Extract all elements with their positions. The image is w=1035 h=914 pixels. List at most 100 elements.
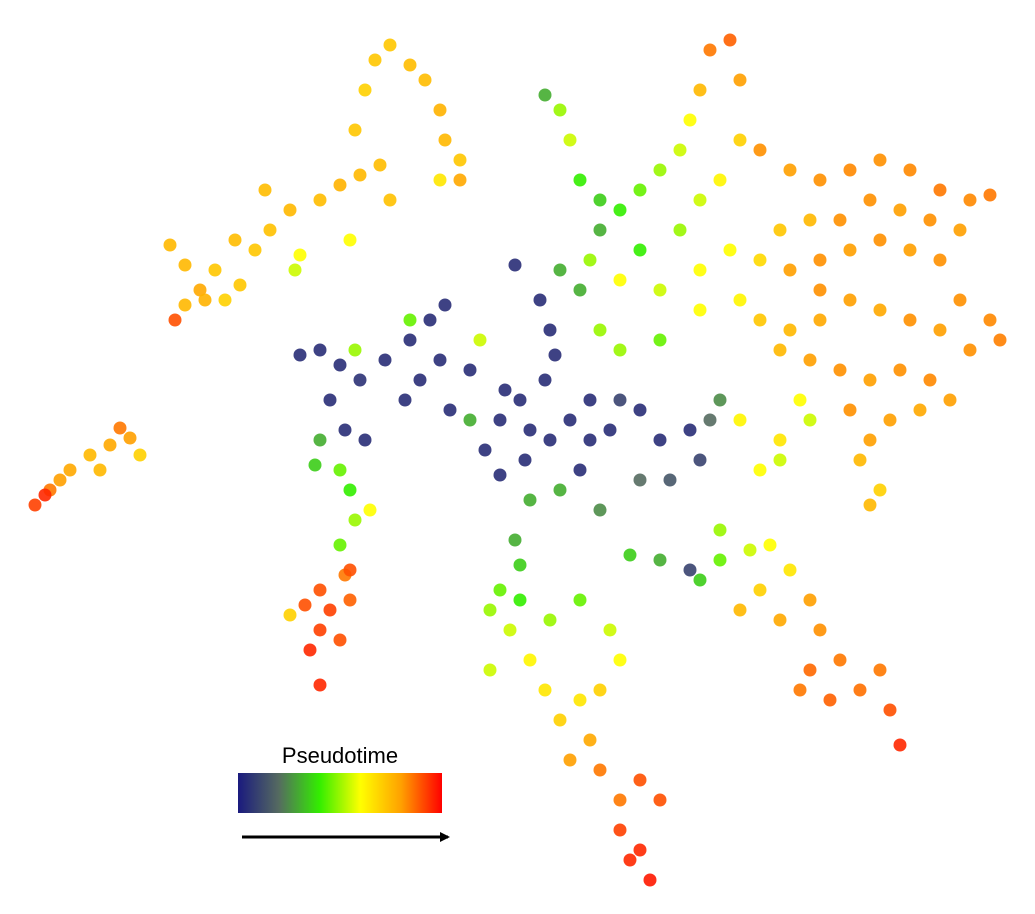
point — [893, 363, 907, 377]
point — [633, 843, 647, 857]
point — [783, 163, 797, 177]
point — [133, 448, 147, 462]
point — [623, 548, 637, 562]
point — [693, 193, 707, 207]
point — [93, 463, 107, 477]
point — [933, 323, 947, 337]
point — [593, 223, 607, 237]
point — [398, 393, 412, 407]
point — [853, 683, 867, 697]
point — [803, 663, 817, 677]
point — [443, 403, 457, 417]
point — [553, 713, 567, 727]
point — [803, 413, 817, 427]
point — [683, 113, 697, 127]
point — [38, 488, 52, 502]
point — [463, 363, 477, 377]
point — [348, 513, 362, 527]
point — [863, 373, 877, 387]
point — [793, 683, 807, 697]
point — [613, 793, 627, 807]
point — [873, 483, 887, 497]
point — [903, 313, 917, 327]
point — [583, 433, 597, 447]
point — [538, 88, 552, 102]
point — [63, 463, 77, 477]
point — [198, 293, 212, 307]
point — [403, 58, 417, 72]
point — [773, 433, 787, 447]
point — [953, 223, 967, 237]
point — [683, 423, 697, 437]
point — [523, 653, 537, 667]
point — [433, 353, 447, 367]
point — [943, 393, 957, 407]
point — [453, 173, 467, 187]
point — [333, 178, 347, 192]
point — [333, 463, 347, 477]
point — [498, 383, 512, 397]
point — [553, 103, 567, 117]
point — [348, 123, 362, 137]
point — [433, 103, 447, 117]
point — [873, 153, 887, 167]
point — [633, 183, 647, 197]
point — [358, 83, 372, 97]
point — [178, 258, 192, 272]
point — [963, 343, 977, 357]
point — [583, 253, 597, 267]
point — [538, 683, 552, 697]
point — [403, 333, 417, 347]
point — [263, 223, 277, 237]
point — [773, 453, 787, 467]
point — [538, 373, 552, 387]
point — [368, 53, 382, 67]
point — [793, 393, 807, 407]
point — [358, 433, 372, 447]
point — [803, 353, 817, 367]
point — [233, 278, 247, 292]
point — [543, 433, 557, 447]
point — [813, 283, 827, 297]
point — [353, 168, 367, 182]
point — [693, 303, 707, 317]
point — [603, 423, 617, 437]
point — [493, 468, 507, 482]
point — [313, 343, 327, 357]
point — [813, 313, 827, 327]
point — [693, 453, 707, 467]
point — [813, 173, 827, 187]
point — [513, 593, 527, 607]
point — [993, 333, 1007, 347]
point — [613, 273, 627, 287]
point — [813, 253, 827, 267]
point — [663, 473, 677, 487]
point — [573, 463, 587, 477]
point — [218, 293, 232, 307]
point — [773, 343, 787, 357]
point — [803, 593, 817, 607]
point — [423, 313, 437, 327]
point — [523, 423, 537, 437]
point — [403, 313, 417, 327]
point — [53, 473, 67, 487]
point — [348, 343, 362, 357]
point — [383, 38, 397, 52]
point — [258, 183, 272, 197]
point — [643, 873, 657, 887]
point — [563, 753, 577, 767]
point — [573, 173, 587, 187]
point — [413, 373, 427, 387]
point — [303, 643, 317, 657]
legend-title: Pseudotime — [282, 743, 398, 768]
point — [783, 563, 797, 577]
point — [893, 203, 907, 217]
point — [633, 403, 647, 417]
point — [573, 693, 587, 707]
point — [843, 403, 857, 417]
point — [693, 263, 707, 277]
point — [338, 423, 352, 437]
point — [283, 608, 297, 622]
point — [983, 188, 997, 202]
